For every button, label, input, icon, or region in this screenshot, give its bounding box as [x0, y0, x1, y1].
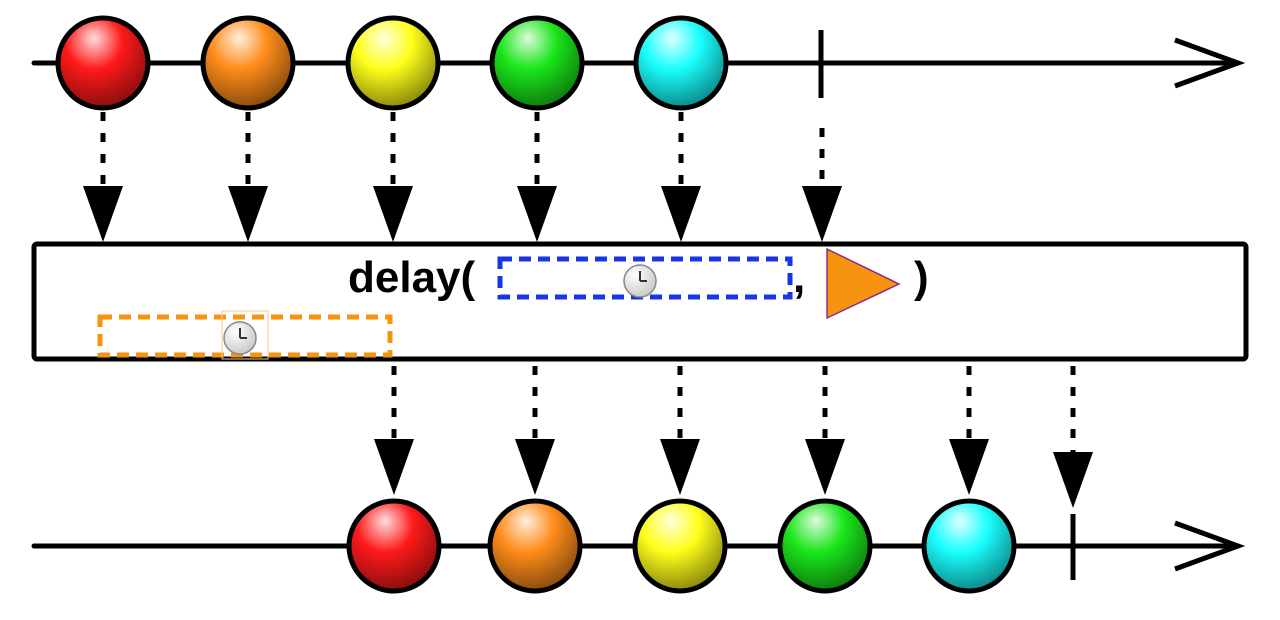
- red-marble: [346, 498, 442, 594]
- clock-highlight-frame: [221, 310, 269, 360]
- source-marbles: [55, 15, 729, 111]
- output-emission-arrow: [805, 366, 845, 495]
- cyan-marble: [921, 498, 1017, 594]
- source-completion-arrow: [802, 128, 842, 242]
- duration-box-bottom: [97, 314, 393, 358]
- output-emission-arrow: [660, 366, 700, 495]
- operator-box: delay( , ): [31, 241, 1249, 362]
- orange-triangle-icon: [826, 247, 901, 320]
- orange-marble: [200, 15, 296, 111]
- yellow-marble: [632, 498, 728, 594]
- red-marble: [55, 15, 151, 111]
- clock-icon: [223, 321, 257, 355]
- source-emission-arrows: [83, 112, 842, 242]
- source-emission-arrow: [228, 112, 268, 242]
- output-completion-arrow: [1053, 366, 1093, 508]
- output-emission-arrow: [515, 366, 555, 495]
- orange-marble: [487, 498, 583, 594]
- output-timeline-arrowhead: [1174, 520, 1246, 572]
- cyan-marble: [633, 15, 729, 111]
- output-emission-arrows: [374, 366, 1093, 508]
- source-emission-arrow: [517, 112, 557, 242]
- operator-separator: ,: [793, 253, 805, 302]
- source-emission-arrow: [373, 112, 413, 242]
- green-marble: [489, 15, 585, 111]
- output-emission-arrow: [949, 366, 989, 495]
- operator-close: ): [914, 253, 929, 302]
- operator-name: delay(: [348, 253, 476, 302]
- source-timeline-arrowhead: [1174, 37, 1246, 89]
- source-emission-arrow: [83, 112, 123, 242]
- yellow-marble: [345, 15, 441, 111]
- source-emission-arrow: [661, 112, 701, 242]
- green-marble: [777, 498, 873, 594]
- duration-box-top: [497, 256, 793, 300]
- output-marbles: [346, 498, 1017, 594]
- clock-icon: [623, 264, 657, 298]
- operator-box-frame: [31, 241, 1249, 362]
- output-emission-arrow: [374, 366, 414, 495]
